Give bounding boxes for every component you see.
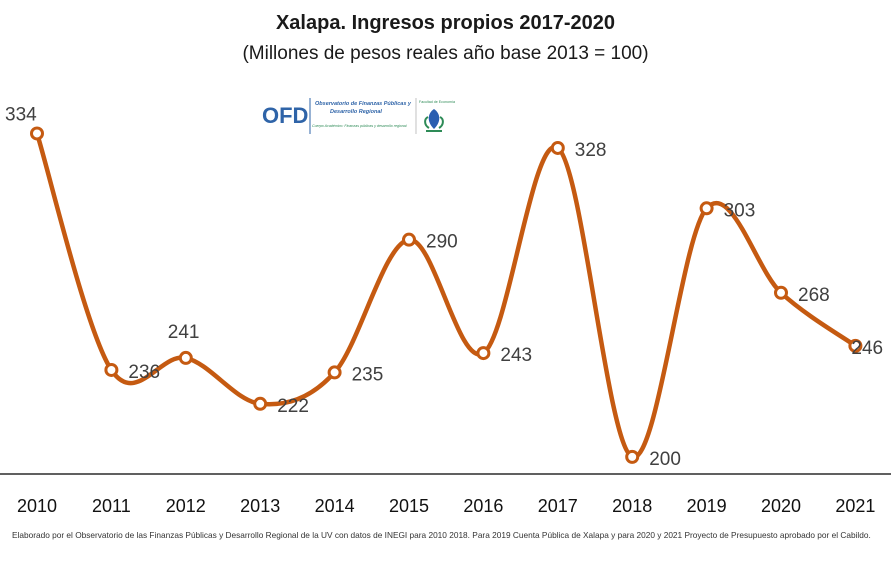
data-label-2017: 328	[575, 140, 607, 161]
data-label-2018: 200	[649, 449, 681, 470]
data-point-2020	[774, 285, 788, 300]
data-point-2013	[253, 396, 268, 411]
svg-text:OFD: OFD	[262, 103, 308, 128]
x-tick-label-2016: 2016	[463, 496, 503, 516]
x-tick-label-2015: 2015	[389, 496, 429, 516]
data-point-2012	[178, 350, 193, 365]
chart-subtitle: (Millones de pesos reales año base 2013 …	[242, 43, 649, 64]
svg-text:Desarrollo Regional: Desarrollo Regional	[330, 109, 382, 115]
data-point-2014	[327, 365, 342, 380]
data-label-2015: 290	[426, 232, 458, 253]
data-point-2019	[699, 201, 714, 216]
data-label-2016: 243	[500, 345, 532, 366]
data-point-2010	[30, 126, 44, 141]
data-label-2010: 334	[5, 104, 37, 125]
data-label-2021: 246	[851, 338, 883, 359]
x-tick-label-2013: 2013	[240, 496, 280, 516]
x-tick-label-2017: 2017	[538, 496, 578, 516]
svg-text:Observatorio de Finanzas Públi: Observatorio de Finanzas Públicas y	[315, 101, 412, 107]
x-tick-label-2011: 2011	[92, 496, 131, 516]
footnote: Elaborado por el Observatorio de las Fin…	[12, 530, 871, 540]
data-point-2017	[550, 140, 565, 155]
data-label-2020: 268	[798, 285, 830, 306]
x-tick-label-2019: 2019	[687, 496, 727, 516]
x-tick-label-2012: 2012	[166, 496, 206, 516]
chart-title: Xalapa. Ingresos propios 2017-2020	[275, 12, 616, 34]
svg-text:Cuerpo Académico: Finanzas púb: Cuerpo Académico: Finanzas públicas y de…	[312, 124, 407, 128]
data-point-2015	[402, 232, 416, 247]
x-tick-label-2018: 2018	[612, 496, 652, 516]
data-point-2018	[625, 449, 640, 464]
ofd-logo-graphic: OFD Observatorio de Finanzas Públicas y …	[262, 98, 455, 134]
data-label-2014: 235	[352, 364, 384, 385]
data-label-2012: 241	[168, 322, 200, 343]
data-point-2016	[476, 346, 491, 361]
x-tick-label-2021: 2021	[835, 496, 875, 516]
data-label-2011: 236	[128, 362, 160, 383]
ofd-logo: OFD Observatorio de Finanzas Públicas y …	[258, 93, 458, 139]
data-point-2021	[848, 338, 863, 353]
data-label-2019: 303	[724, 200, 756, 221]
x-tick-label-2020: 2020	[761, 496, 801, 516]
x-tick-label-2010: 2010	[17, 496, 57, 516]
x-tick-label-2014: 2014	[315, 496, 355, 516]
series-line	[34, 132, 857, 460]
svg-text:Facultad de Economía: Facultad de Economía	[419, 100, 455, 104]
data-point-2011	[104, 362, 119, 377]
data-label-2013: 222	[277, 396, 309, 417]
